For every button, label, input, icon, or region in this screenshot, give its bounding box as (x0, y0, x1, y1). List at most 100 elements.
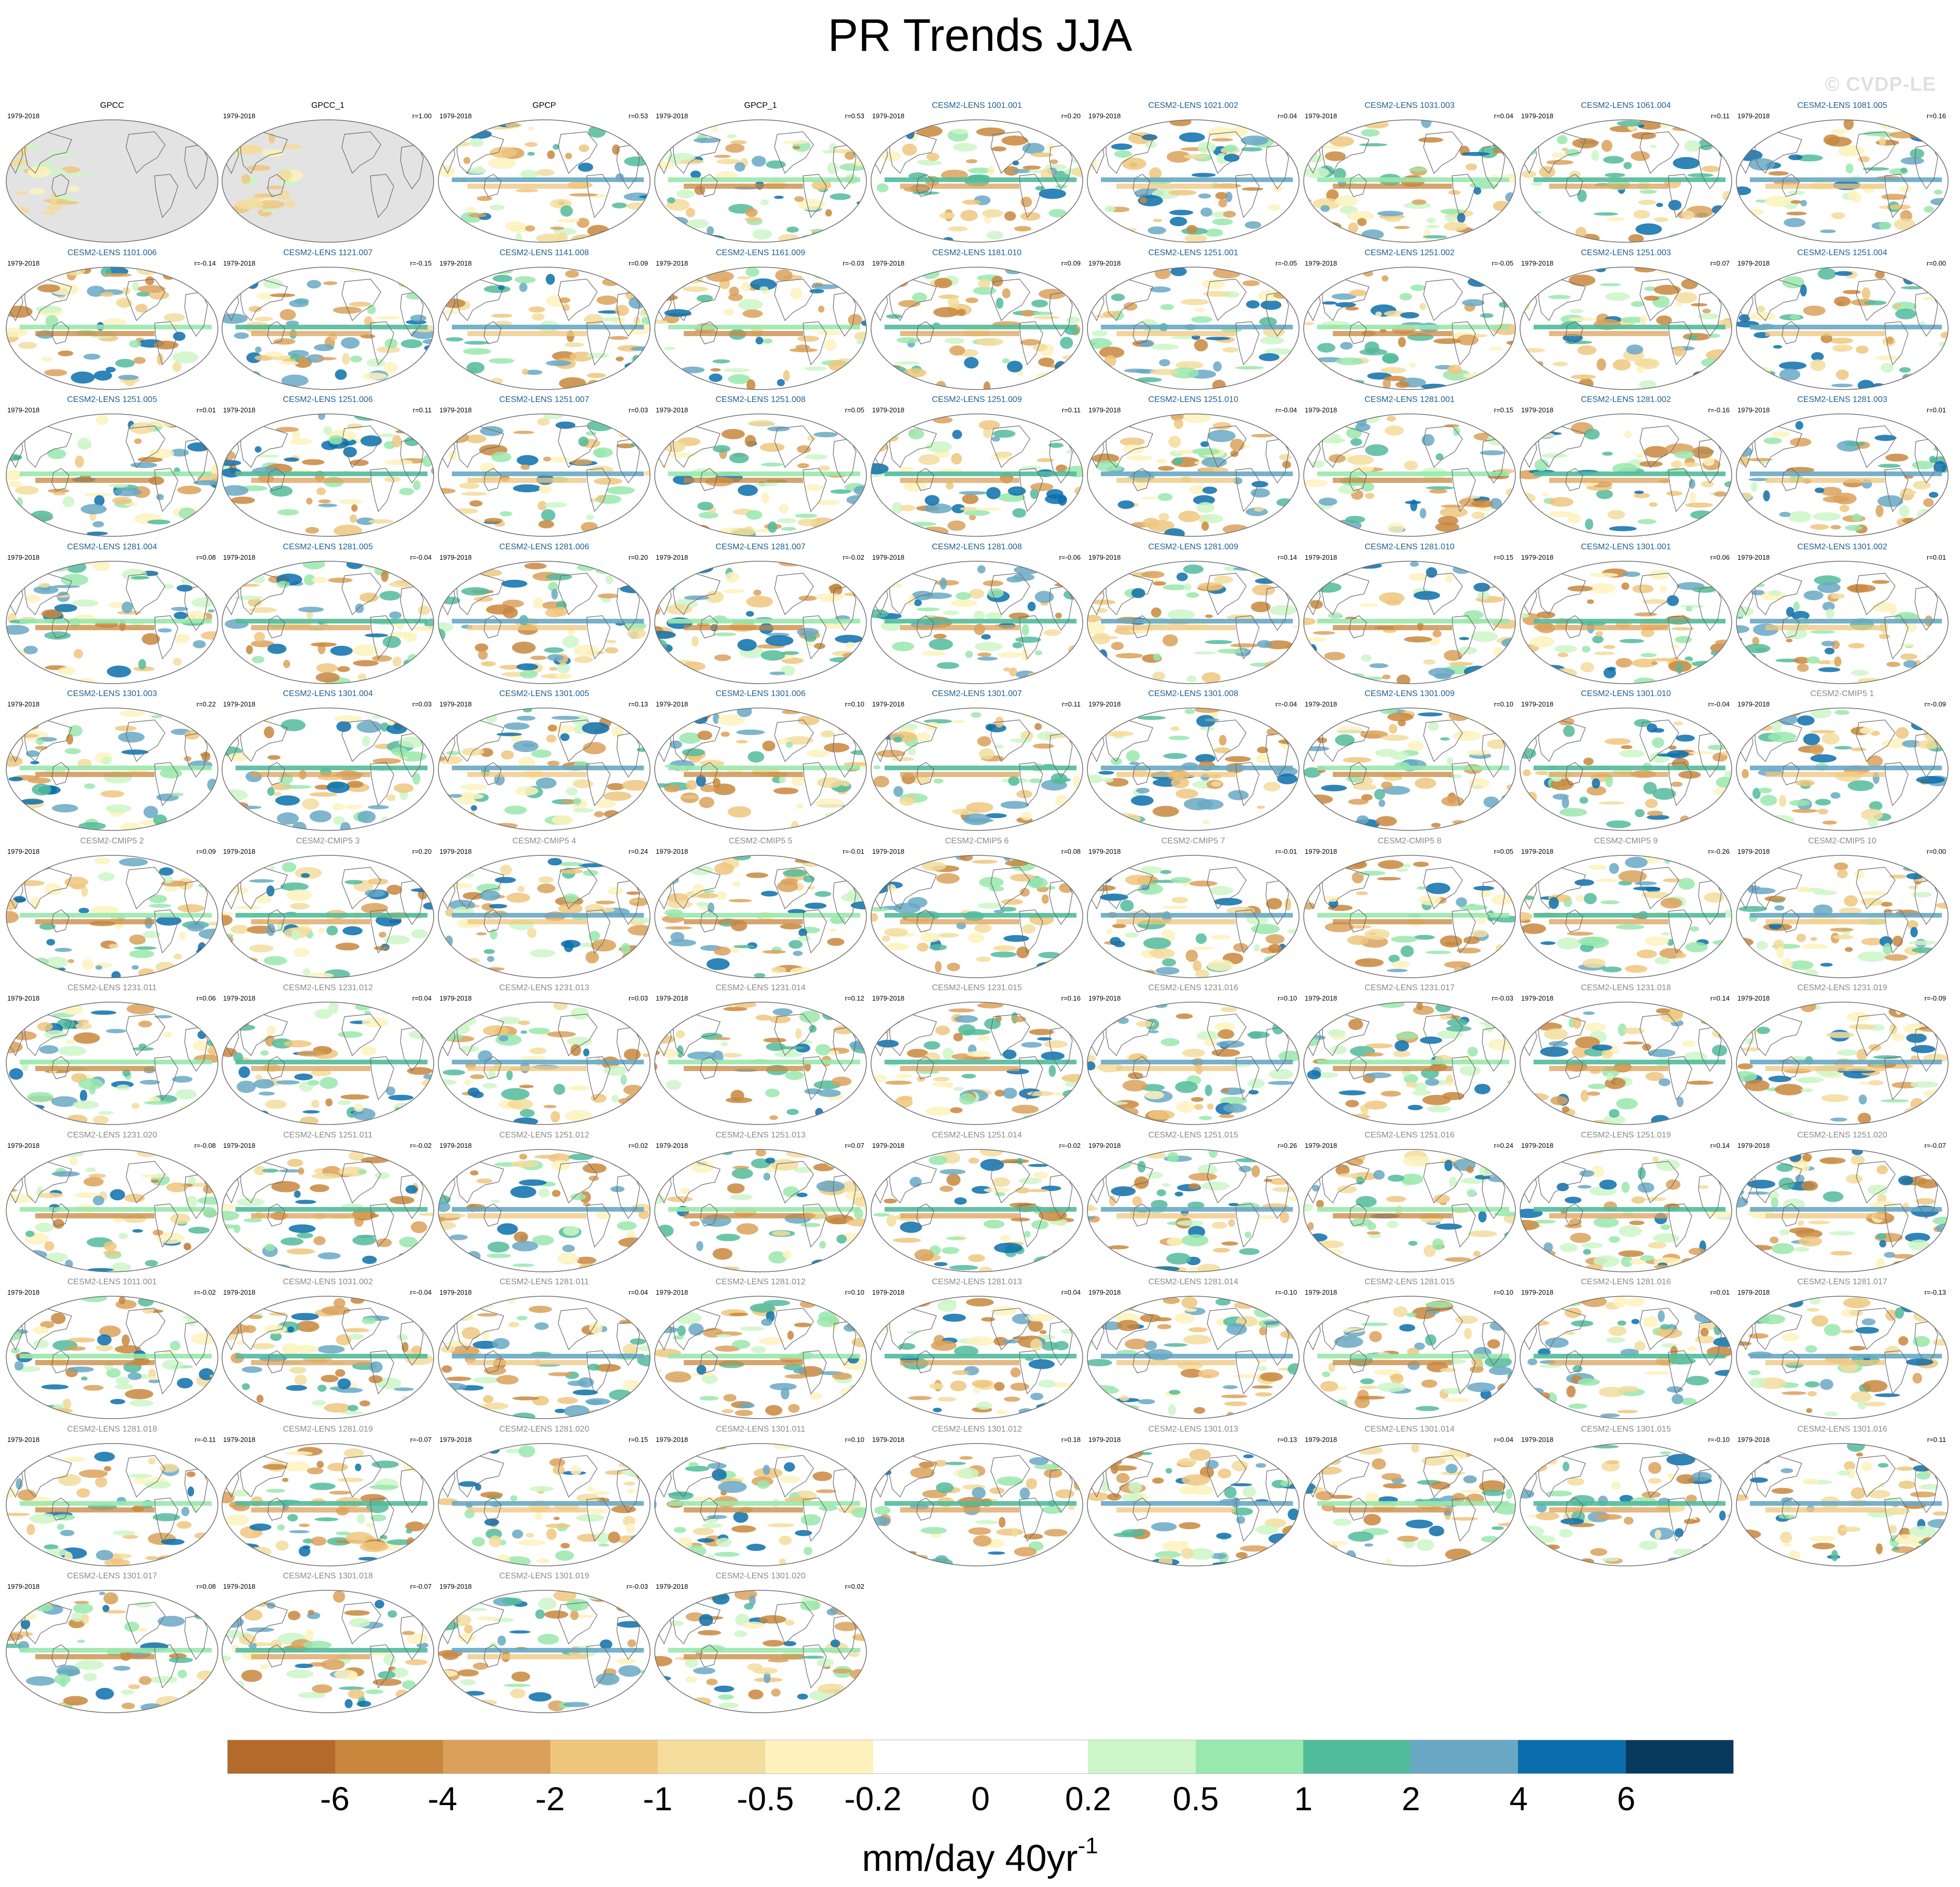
trend-blob (1941, 501, 1948, 507)
trend-blob (1013, 573, 1035, 581)
trend-blob (1207, 959, 1234, 971)
trend-blob (1779, 361, 1806, 370)
trend-blob (1213, 575, 1233, 584)
trend-blob (178, 507, 197, 520)
trend-blob (976, 507, 1003, 511)
panel-correlation: r=0.24 (628, 847, 648, 855)
trend-blob (1171, 896, 1189, 903)
globe-map (1520, 707, 1732, 831)
trend-blob (1789, 800, 1811, 806)
trend-blob (362, 372, 388, 380)
trend-blob (1683, 462, 1701, 467)
panel-years: 1979-2018 (1305, 847, 1337, 855)
trend-blob (475, 643, 489, 652)
trend-blob (990, 456, 1013, 461)
trend-blob (871, 949, 884, 953)
trend-blob (624, 1048, 641, 1061)
trend-blob (418, 866, 427, 870)
trend-blob (153, 825, 172, 830)
panel-title: CESM2-LENS 1281.010 (1364, 542, 1455, 551)
panel-title: CESM2-LENS 1301.010 (1581, 689, 1671, 698)
trend-blob (532, 313, 545, 321)
map-panel: CESM2-LENS 1061.004 1979-2018 r=0.11 (1518, 102, 1734, 247)
trend-blob (1575, 879, 1594, 886)
coastline (586, 468, 611, 512)
trend-blob (461, 492, 487, 496)
trend-blob (750, 278, 777, 290)
trend-blob (591, 939, 616, 951)
trend-blob (1676, 662, 1683, 674)
trend-blob (1469, 903, 1476, 907)
trend-blob (1039, 188, 1066, 199)
coastline (990, 719, 1030, 762)
trend-blob (790, 967, 815, 975)
trend-blob (945, 1082, 954, 1089)
globe-map (6, 413, 218, 537)
trend-blob (1668, 200, 1682, 211)
trend-blob (1520, 434, 1536, 442)
trend-blob (6, 676, 21, 684)
trend-blob (201, 273, 218, 286)
trend-blob (1881, 363, 1894, 373)
trend-blob (247, 598, 262, 606)
trend-blob (1418, 137, 1443, 143)
trend-blob (1649, 502, 1658, 507)
globe-map (1520, 413, 1732, 537)
coastline (51, 468, 70, 491)
trend-blob (299, 923, 310, 928)
trend-blob (527, 927, 537, 938)
trend-blob (343, 447, 357, 457)
trend-blob (1176, 1013, 1193, 1019)
trend-blob (1251, 565, 1268, 578)
panel-correlation: r=1.00 (412, 112, 432, 120)
trend-blob (1274, 425, 1295, 433)
coastline (1856, 131, 1896, 174)
panel-correlation: r=-0.01 (1275, 847, 1297, 855)
trend-blob (1313, 198, 1341, 210)
trend-blob (1661, 932, 1671, 936)
trend-blob (1073, 775, 1081, 788)
panel-title: CESM2-LENS 1161.009 (715, 248, 806, 257)
trend-blob (301, 459, 325, 465)
equatorial-band (1101, 912, 1293, 918)
trend-blob (1105, 561, 1115, 571)
trend-blob (6, 470, 23, 480)
panel-years: 1979-2018 (439, 700, 472, 708)
trend-blob (1457, 213, 1466, 223)
trend-blob (1400, 312, 1419, 318)
globe-outline (6, 119, 218, 243)
trend-blob (871, 150, 877, 162)
trend-blob (1687, 173, 1714, 177)
coastline (1884, 762, 1909, 807)
trend-blob (1359, 143, 1388, 147)
trend-blob (1212, 422, 1232, 430)
trend-blob (1912, 461, 1934, 470)
trend-blob (658, 1112, 685, 1124)
trend-blob (277, 812, 299, 825)
trend-blob (1347, 454, 1374, 465)
trend-blob (693, 137, 721, 143)
trend-blob (91, 1010, 117, 1015)
trend-blob (129, 949, 155, 958)
trend-blob (1650, 658, 1679, 661)
trend-blob (612, 726, 624, 738)
trend-blob (742, 309, 763, 318)
equatorial-band (467, 1066, 587, 1071)
trend-blob (1053, 370, 1079, 377)
trend-blob (1847, 780, 1874, 792)
trend-blob (857, 155, 866, 159)
trend-blob (1398, 337, 1406, 347)
trend-blob (474, 596, 493, 602)
trend-blob (1568, 274, 1595, 286)
trend-blob (1923, 498, 1934, 507)
trend-blob (438, 451, 441, 463)
trend-blob (908, 428, 924, 440)
trend-blob (214, 520, 218, 526)
panel-correlation: r=0.53 (845, 112, 864, 120)
equatorial-band (35, 919, 155, 924)
trend-blob (736, 729, 765, 736)
trend-blob (666, 369, 687, 381)
trend-blob (482, 1083, 498, 1089)
trend-blob (1346, 378, 1355, 390)
trend-blob (894, 125, 903, 129)
